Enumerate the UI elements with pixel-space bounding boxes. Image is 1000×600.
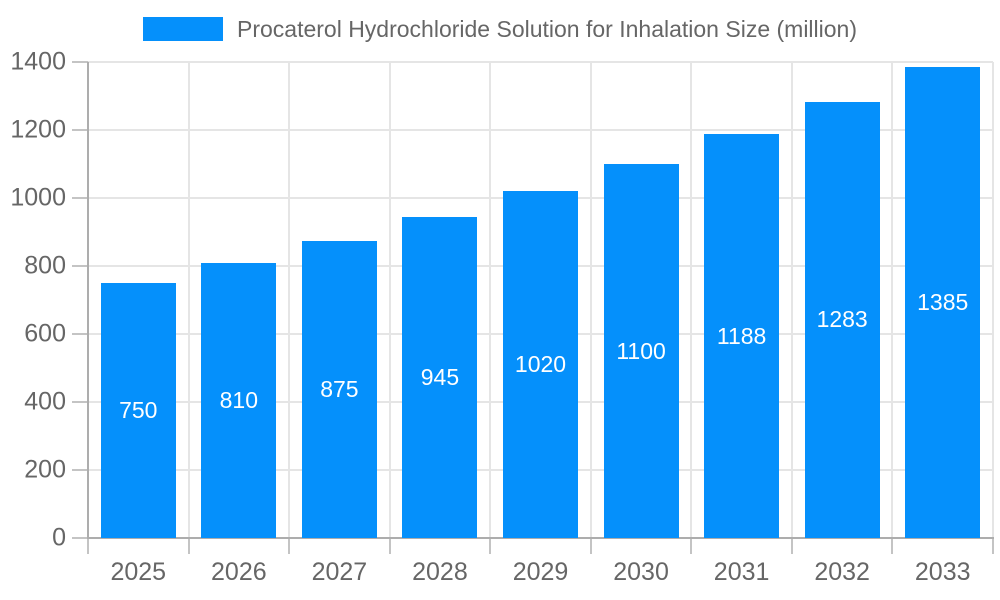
gridline-vertical bbox=[690, 62, 693, 538]
y-axis-tick bbox=[72, 61, 88, 63]
gridline-vertical bbox=[187, 62, 190, 538]
y-axis-tick bbox=[72, 197, 88, 199]
y-axis-tick-label: 1200 bbox=[10, 115, 66, 144]
y-axis-tick-label: 200 bbox=[24, 455, 66, 484]
bar[interactable] bbox=[503, 191, 578, 538]
legend-label: Procaterol Hydrochloride Solution for In… bbox=[236, 15, 857, 42]
x-axis-tick bbox=[388, 538, 391, 554]
y-axis-tick bbox=[72, 469, 88, 471]
bar[interactable] bbox=[201, 262, 277, 538]
bar[interactable] bbox=[301, 240, 377, 538]
x-axis-tick-label: 2031 bbox=[713, 558, 770, 586]
gridline-vertical bbox=[790, 62, 793, 538]
x-axis-tick bbox=[489, 538, 492, 554]
y-axis-tick bbox=[72, 537, 88, 539]
y-axis-tick-label: 1400 bbox=[10, 47, 66, 76]
bar[interactable] bbox=[704, 134, 780, 538]
y-axis-tick bbox=[72, 265, 88, 267]
bar[interactable] bbox=[402, 216, 478, 538]
x-axis-tick bbox=[589, 538, 592, 554]
gridline-horizontal bbox=[88, 61, 993, 63]
x-axis-tick-label: 2032 bbox=[814, 558, 870, 586]
x-axis-tick bbox=[690, 538, 693, 554]
y-axis-tick-label: 0 bbox=[52, 523, 66, 552]
x-axis-tick-label: 2030 bbox=[613, 558, 669, 586]
y-axis-tick-label: 800 bbox=[24, 251, 66, 280]
x-axis-tick bbox=[891, 538, 894, 554]
y-axis-tick-label: 600 bbox=[24, 319, 66, 348]
bar[interactable] bbox=[804, 101, 880, 538]
x-axis-tick bbox=[87, 538, 89, 554]
bar[interactable] bbox=[905, 67, 981, 538]
x-axis-tick-label: 2027 bbox=[311, 558, 368, 586]
gridline-vertical bbox=[589, 62, 592, 538]
bar[interactable] bbox=[603, 164, 679, 538]
gridline-vertical bbox=[992, 62, 994, 538]
y-axis-line bbox=[87, 62, 89, 538]
gridline-vertical bbox=[489, 62, 492, 538]
bar[interactable] bbox=[100, 283, 176, 538]
x-axis-tick bbox=[187, 538, 190, 554]
x-axis-tick bbox=[992, 538, 994, 554]
x-axis-tick bbox=[790, 538, 793, 554]
y-axis-tick-label: 400 bbox=[24, 387, 66, 416]
y-axis-tick bbox=[72, 129, 88, 131]
x-axis-tick-label: 2033 bbox=[914, 558, 971, 586]
x-axis-tick-label: 2026 bbox=[211, 558, 267, 586]
x-axis-tick-label: 2028 bbox=[412, 558, 468, 586]
gridline-vertical bbox=[388, 62, 391, 538]
legend-swatch-icon bbox=[142, 17, 223, 41]
x-axis-tick-label: 2029 bbox=[512, 558, 569, 586]
legend-item[interactable]: Procaterol Hydrochloride Solution for In… bbox=[142, 15, 857, 42]
y-axis-tick bbox=[72, 333, 88, 335]
gridline-vertical bbox=[891, 62, 894, 538]
y-axis-tick-label: 1000 bbox=[10, 183, 66, 212]
gridline-vertical bbox=[288, 62, 291, 538]
x-axis-tick bbox=[288, 538, 291, 554]
x-axis-tick-label: 2025 bbox=[110, 558, 167, 586]
gridline-horizontal bbox=[88, 129, 993, 131]
x-axis-line bbox=[87, 537, 994, 539]
y-axis-tick bbox=[72, 401, 88, 403]
legend: Procaterol Hydrochloride Solution for In… bbox=[0, 17, 1000, 41]
